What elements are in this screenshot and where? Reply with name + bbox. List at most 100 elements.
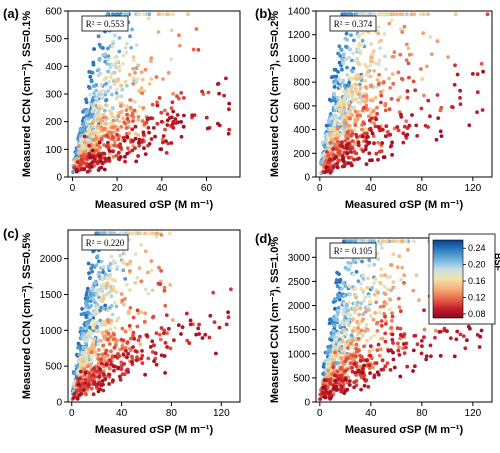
data-point — [102, 167, 107, 172]
data-point — [342, 150, 347, 155]
data-point — [135, 275, 140, 280]
data-point — [129, 45, 134, 50]
data-point — [224, 76, 228, 81]
data-point — [85, 119, 90, 124]
data-point — [339, 356, 344, 360]
data-point — [359, 301, 363, 306]
data-point — [400, 265, 405, 270]
data-point — [336, 150, 341, 155]
data-point — [97, 231, 102, 236]
data-point — [109, 334, 113, 339]
data-point — [402, 24, 407, 29]
y-tick-label: 600 — [45, 7, 62, 18]
data-point — [337, 377, 341, 381]
data-point — [347, 383, 352, 387]
data-point — [157, 265, 161, 270]
data-point — [97, 58, 102, 62]
data-point — [376, 12, 381, 17]
data-point — [458, 96, 462, 100]
data-point — [389, 325, 394, 330]
data-point — [446, 55, 450, 59]
data-point — [375, 111, 379, 116]
data-point — [122, 261, 126, 265]
data-point — [384, 124, 389, 129]
data-point — [76, 345, 80, 350]
data-point — [90, 291, 95, 295]
data-point — [367, 363, 372, 368]
data-point — [102, 108, 107, 113]
data-point — [361, 289, 366, 293]
data-point — [133, 231, 137, 236]
data-point — [370, 98, 375, 103]
data-point — [130, 354, 134, 359]
data-point — [93, 281, 98, 286]
data-point — [197, 322, 202, 327]
data-point — [341, 61, 346, 66]
data-point — [86, 351, 91, 356]
data-point — [455, 329, 460, 334]
data-point — [88, 74, 93, 79]
data-point — [72, 371, 77, 376]
data-point — [376, 25, 381, 29]
data-point — [123, 45, 128, 50]
data-point — [98, 71, 103, 76]
data-point — [350, 139, 355, 143]
data-point — [351, 51, 355, 56]
data-point — [371, 134, 376, 139]
data-point — [120, 298, 125, 303]
data-point — [332, 67, 337, 72]
data-point — [436, 116, 441, 120]
data-point — [137, 137, 142, 142]
data-point — [342, 106, 347, 110]
data-point — [84, 325, 89, 330]
data-point — [346, 161, 351, 166]
data-point — [140, 349, 144, 353]
data-point — [98, 45, 103, 49]
data-point — [109, 130, 114, 135]
data-point — [111, 258, 116, 263]
data-point — [423, 123, 428, 128]
data-point — [429, 354, 433, 359]
data-point — [92, 47, 96, 51]
data-point — [389, 263, 393, 267]
data-point — [126, 311, 131, 315]
data-point — [333, 137, 338, 141]
data-point — [124, 83, 129, 88]
data-point — [143, 231, 147, 236]
data-point — [117, 36, 122, 40]
data-point — [135, 355, 139, 359]
data-point — [171, 109, 176, 114]
data-point — [411, 288, 416, 293]
data-point — [377, 310, 382, 315]
data-point — [334, 337, 338, 342]
data-point — [96, 272, 101, 277]
data-point — [97, 259, 101, 264]
data-point — [354, 97, 359, 101]
data-point — [385, 130, 390, 134]
data-point — [226, 315, 231, 320]
data-point — [353, 87, 358, 91]
data-point — [87, 86, 92, 90]
data-point — [361, 31, 365, 36]
data-point — [364, 139, 369, 144]
data-point — [402, 281, 406, 285]
data-point — [406, 248, 410, 252]
data-point — [365, 69, 370, 74]
data-point — [371, 52, 375, 56]
data-point — [109, 318, 114, 323]
data-point — [375, 370, 380, 375]
data-point — [455, 72, 460, 77]
data-point — [154, 234, 159, 239]
data-point — [374, 151, 379, 156]
data-point — [399, 333, 403, 337]
data-point — [376, 82, 381, 87]
data-point — [383, 314, 387, 319]
data-point — [89, 336, 93, 340]
data-point — [326, 348, 331, 353]
data-point — [80, 307, 84, 311]
data-point — [425, 64, 429, 69]
data-point — [342, 391, 347, 395]
y-axis-title: Measured CCN (cm⁻³), SS=0.5% — [21, 233, 33, 399]
data-point — [87, 143, 92, 148]
data-point — [101, 382, 105, 387]
